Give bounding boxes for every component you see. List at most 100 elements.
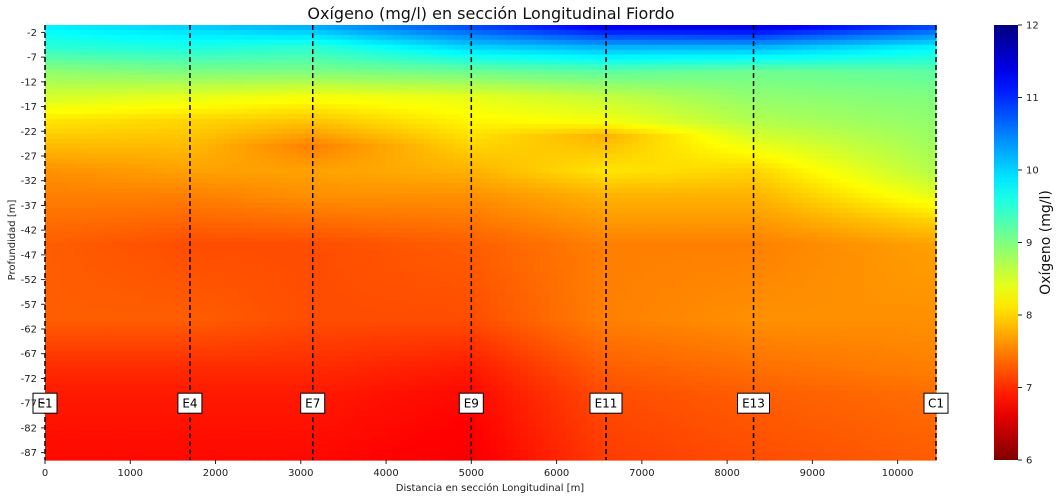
heatmap-cell: [208, 99, 217, 105]
heatmap-cell: [82, 59, 91, 66]
heatmap-cell: [67, 212, 76, 219]
heatmap-cell: [505, 222, 514, 229]
heatmap-cell: [490, 222, 499, 229]
heatmap-cell: [67, 69, 76, 76]
heatmap-cell: [854, 44, 863, 51]
heatmap-cell: [356, 183, 365, 189]
heatmap-cell: [156, 183, 165, 189]
heatmap-cell: [45, 74, 54, 80]
heatmap-cell: [898, 29, 907, 36]
heatmap-cell: [497, 158, 506, 165]
heatmap-cell: [497, 193, 506, 199]
heatmap-cell: [126, 217, 135, 224]
heatmap-cell: [371, 89, 380, 95]
heatmap-cell: [312, 128, 321, 135]
heatmap-cell: [334, 64, 343, 71]
heatmap-cell: [549, 89, 558, 95]
heatmap-cell: [393, 153, 402, 160]
heatmap-cell: [252, 104, 261, 110]
heatmap-cell: [497, 84, 506, 90]
heatmap-cell: [713, 217, 722, 224]
heatmap-cell: [468, 89, 477, 95]
heatmap-cell: [104, 198, 113, 204]
heatmap-cell: [631, 212, 640, 219]
heatmap-cell: [52, 133, 61, 140]
heatmap-cell: [334, 188, 343, 194]
heatmap-cell: [52, 59, 61, 66]
heatmap-cell: [349, 227, 358, 234]
heatmap-cell: [527, 104, 536, 110]
heatmap-cell: [705, 79, 714, 85]
heatmap-cell: [832, 44, 841, 51]
heatmap-cell: [431, 89, 440, 95]
heatmap-cell: [364, 212, 373, 219]
heatmap-cell: [401, 188, 410, 194]
heatmap-cell: [453, 39, 462, 46]
heatmap-cell: [520, 148, 529, 155]
heatmap-cell: [601, 29, 610, 36]
heatmap-cell: [928, 202, 937, 209]
heatmap-cell: [82, 227, 91, 234]
heatmap-cell: [401, 99, 410, 105]
heatmap-cell: [713, 133, 722, 140]
heatmap-cell: [408, 148, 417, 155]
heatmap-cell: [126, 89, 135, 95]
heatmap-cell: [728, 69, 737, 76]
heatmap-cell: [267, 84, 276, 90]
heatmap-cell: [698, 118, 707, 125]
heatmap-cell: [713, 178, 722, 184]
heatmap-cell: [364, 217, 373, 224]
heatmap-cell: [334, 217, 343, 224]
heatmap-cell: [683, 109, 692, 115]
heatmap-cell: [698, 44, 707, 51]
heatmap-cell: [817, 202, 826, 209]
heatmap-cell: [535, 202, 544, 209]
heatmap-cell: [631, 109, 640, 115]
heatmap-cell: [490, 109, 499, 115]
heatmap-cell: [809, 49, 818, 56]
heatmap-cell: [713, 29, 722, 36]
heatmap-cell: [928, 178, 937, 184]
heatmap-cell: [141, 39, 150, 46]
heatmap-cell: [720, 54, 729, 61]
heatmap-cell: [483, 25, 492, 31]
heatmap-cell: [74, 49, 83, 56]
heatmap-cell: [238, 64, 247, 71]
heatmap-cell: [884, 94, 893, 100]
heatmap-cell: [364, 198, 373, 204]
heatmap-cell: [535, 193, 544, 199]
heatmap-cell: [297, 227, 306, 234]
heatmap-cell: [134, 64, 143, 71]
heatmap-cell: [260, 44, 269, 51]
heatmap-cell: [52, 153, 61, 160]
heatmap-cell: [453, 128, 462, 135]
heatmap-cell: [616, 39, 625, 46]
heatmap-cell: [698, 198, 707, 204]
heatmap-cell: [96, 74, 105, 80]
heatmap-cell: [119, 222, 128, 229]
heatmap-cell: [282, 79, 291, 85]
heatmap-cell: [483, 193, 492, 199]
heatmap-cell: [208, 64, 217, 71]
heatmap-cell: [96, 113, 105, 120]
heatmap-cell: [245, 188, 254, 194]
heatmap-cell: [186, 173, 195, 179]
heatmap-cell: [564, 153, 573, 160]
heatmap-cell: [111, 25, 120, 31]
heatmap-cell: [230, 84, 239, 90]
heatmap-cell: [386, 163, 395, 169]
heatmap-cell: [720, 94, 729, 100]
heatmap-cell: [676, 193, 685, 199]
heatmap-cell: [297, 123, 306, 130]
heatmap-cell: [497, 222, 506, 229]
heatmap-cell: [178, 188, 187, 194]
heatmap-cell: [928, 222, 937, 229]
heatmap-cell: [846, 133, 855, 140]
heatmap-cell: [698, 193, 707, 199]
heatmap-cell: [527, 217, 536, 224]
heatmap-cell: [438, 99, 447, 105]
heatmap-cell: [148, 89, 157, 95]
heatmap-cell: [705, 84, 714, 90]
heatmap-cell: [735, 54, 744, 61]
heatmap-cell: [809, 74, 818, 80]
